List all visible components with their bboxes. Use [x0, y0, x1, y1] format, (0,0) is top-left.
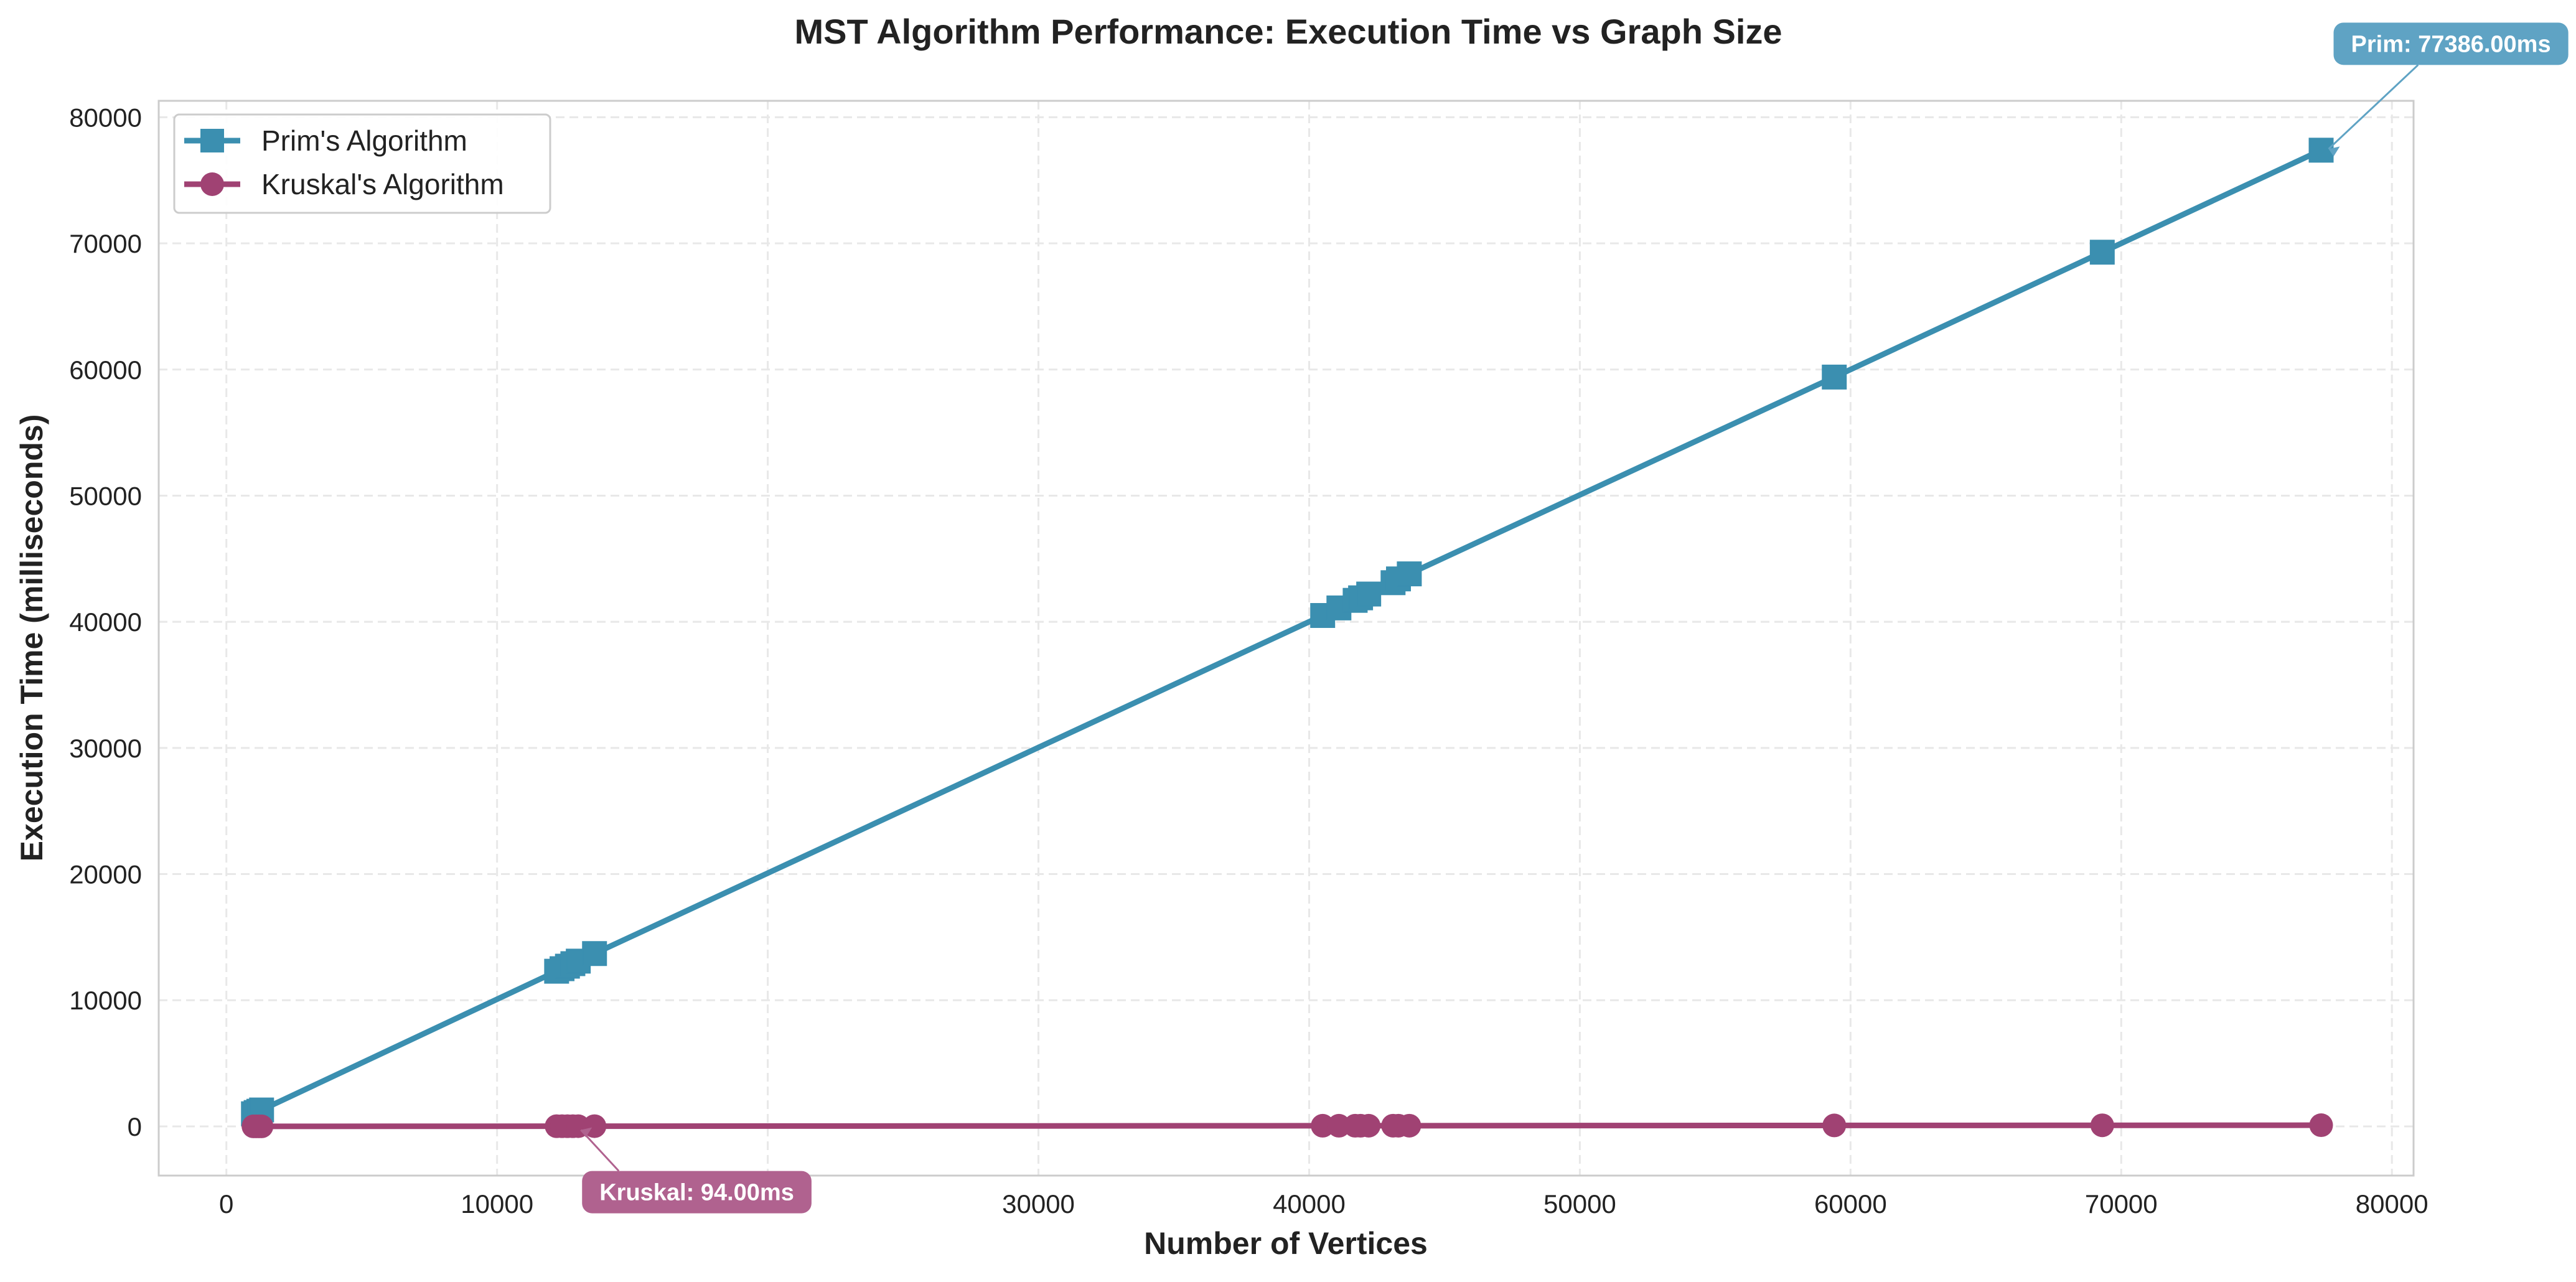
x-tick-label: 50000 — [1543, 1189, 1616, 1219]
annotations: Prim: 77386.00ms Kruskal: 94.00ms — [580, 22, 2569, 1214]
x-tick-label: 0 — [219, 1189, 233, 1219]
legend-item-1: Kruskal's Algorithm — [184, 168, 504, 200]
series-0-point-18 — [1822, 364, 1847, 390]
series-1-point-10 — [1311, 1113, 1335, 1138]
x-tick-label: 40000 — [1273, 1189, 1346, 1219]
x-axis-label: Number of Vertices — [1144, 1226, 1428, 1261]
y-axis-label: Execution Time (milliseconds) — [14, 414, 49, 862]
annotation-text-0: Prim: 77386.00ms — [2351, 31, 2551, 57]
annotation-text-1: Kruskal: 94.00ms — [599, 1180, 794, 1206]
series-0-point-17 — [1397, 561, 1422, 587]
x-tick-label: 60000 — [1814, 1189, 1887, 1219]
annotation-arrow-0 — [2328, 64, 2419, 150]
legend-label-0: Prim's Algorithm — [261, 124, 467, 157]
series-1-point-3 — [250, 1114, 274, 1138]
series-0-point-19 — [2089, 240, 2115, 265]
annotation-0: Prim: 77386.00ms — [2328, 22, 2569, 157]
legend-label-1: Kruskal's Algorithm — [261, 168, 504, 200]
legend-box — [173, 113, 551, 214]
y-tick-label: 30000 — [69, 734, 142, 763]
annotation-1: Kruskal: 94.00ms — [580, 1127, 812, 1214]
series-1-point-11 — [1327, 1113, 1351, 1138]
y-tick-label: 20000 — [69, 860, 142, 889]
y-tick-label: 60000 — [69, 355, 142, 385]
y-tick-label: 70000 — [69, 229, 142, 258]
legend-marker-0 — [200, 129, 224, 152]
series-1-point-19 — [2090, 1113, 2114, 1138]
x-tick-label: 30000 — [1002, 1189, 1075, 1219]
x-tick-label: 10000 — [461, 1189, 533, 1219]
y-tick-label: 40000 — [69, 607, 142, 637]
annotation-box-1 — [582, 1171, 812, 1214]
y-tick-label: 0 — [128, 1112, 142, 1141]
series-0 — [241, 138, 2334, 1126]
x-tick-label: 70000 — [2085, 1189, 2158, 1219]
y-tick-label: 80000 — [69, 103, 142, 132]
plot-frame — [157, 100, 2415, 1177]
series-1 — [241, 1113, 2333, 1138]
series-1-point-20 — [2309, 1113, 2333, 1138]
series-1-point-18 — [1822, 1113, 1847, 1138]
series-layer — [241, 138, 2334, 1138]
series-0-point-14 — [1356, 581, 1382, 607]
y-tick-label: 50000 — [69, 481, 142, 510]
annotation-arrowhead-1 — [581, 1127, 592, 1138]
y-axis-ticks: 0 10000 20000 30000 40000 50000 60000 70000 8000… — [69, 103, 142, 1141]
annotation-box-0 — [2333, 22, 2569, 65]
legend: Prim's Algorithm Kruskal's Algorithm — [173, 113, 551, 214]
x-tick-label: 80000 — [2356, 1189, 2428, 1219]
series-1-point-17 — [1397, 1113, 1421, 1138]
series-1-point-14 — [1357, 1113, 1381, 1138]
chart-title: MST Algorithm Performance: Execution Tim… — [794, 12, 1782, 51]
annotation-arrow-1 — [580, 1129, 620, 1172]
x-axis-ticks: 0100002000030000400005000060000700008000… — [219, 1189, 2428, 1219]
legend-marker-1 — [200, 172, 224, 196]
y-tick-label: 10000 — [69, 986, 142, 1015]
series-0-point-20 — [2308, 138, 2334, 163]
legend-item-0: Prim's Algorithm — [184, 124, 467, 157]
series-0-point-9 — [582, 941, 607, 966]
annotation-arrowhead-0 — [2328, 146, 2340, 157]
grid — [159, 101, 2414, 1176]
